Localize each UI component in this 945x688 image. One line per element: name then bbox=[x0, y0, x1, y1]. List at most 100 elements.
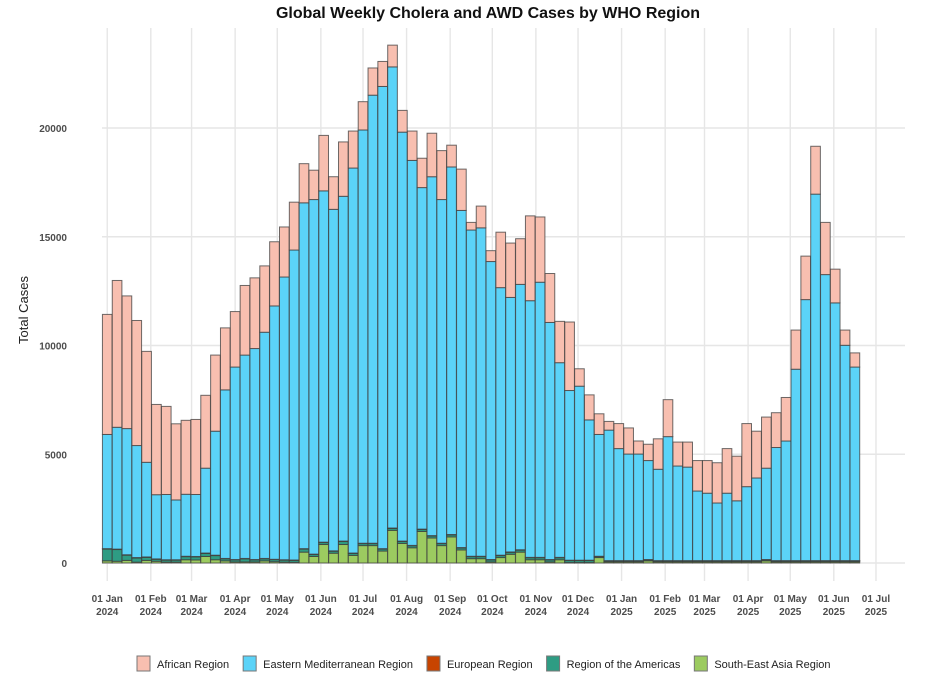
bar-segment-south-east-asia-region bbox=[367, 545, 379, 564]
week-bar bbox=[436, 150, 448, 564]
bar-segment-eastern-mediterranean-region bbox=[387, 66, 398, 529]
bar-segment-eastern-mediterranean-region bbox=[367, 94, 379, 544]
week-bar bbox=[515, 238, 526, 564]
week-bar bbox=[741, 423, 753, 564]
week-bar bbox=[633, 440, 644, 564]
bar-segment-eastern-mediterranean-region bbox=[377, 85, 389, 550]
bar-segment-south-east-asia-region bbox=[308, 555, 320, 564]
bar-segment-african-region bbox=[574, 368, 585, 387]
bar-segment-eastern-mediterranean-region bbox=[642, 460, 654, 561]
week-bar bbox=[780, 396, 792, 564]
bar-segment-south-east-asia-region bbox=[298, 551, 310, 564]
bar-segment-eastern-mediterranean-region bbox=[741, 486, 753, 562]
week-bar bbox=[288, 201, 300, 564]
x-tick-label: 01 Jan 2025 bbox=[606, 594, 637, 618]
week-bar bbox=[702, 460, 713, 564]
bar-segment-eastern-mediterranean-region bbox=[790, 368, 802, 562]
week-bar bbox=[367, 67, 379, 564]
x-tick-label: 01 Jul 2024 bbox=[349, 594, 378, 618]
week-bar bbox=[446, 144, 457, 564]
bar-segment-african-region bbox=[288, 201, 300, 251]
bar-segment-eastern-mediterranean-region bbox=[770, 447, 782, 562]
bar-segment-eastern-mediterranean-region bbox=[141, 461, 152, 558]
bar-segment-african-region bbox=[456, 168, 467, 211]
bar-segment-eastern-mediterranean-region bbox=[534, 281, 546, 558]
bar-segment-south-east-asia-region bbox=[475, 558, 487, 564]
bar-segment-african-region bbox=[623, 427, 634, 455]
bar-segment-eastern-mediterranean-region bbox=[672, 465, 684, 562]
x-tick-label: 01 Dec 2024 bbox=[562, 594, 595, 618]
week-bar bbox=[160, 405, 172, 564]
bar-segment-african-region bbox=[308, 169, 320, 201]
week-bar bbox=[770, 412, 782, 564]
bar-segment-african-region bbox=[219, 327, 231, 391]
bar-segment-african-region bbox=[485, 250, 497, 263]
bar-segment-african-region bbox=[751, 430, 762, 479]
bar-segment-eastern-mediterranean-region bbox=[711, 502, 723, 562]
bar-segment-eastern-mediterranean-region bbox=[347, 167, 359, 554]
bar-segment-eastern-mediterranean-region bbox=[702, 492, 713, 562]
bar-segment-african-region bbox=[534, 216, 546, 283]
bar-segment-south-east-asia-region bbox=[387, 529, 398, 564]
bar-segment-south-east-asia-region bbox=[593, 557, 605, 564]
x-tick-label: 01 Feb 2025 bbox=[649, 594, 681, 618]
legend-label: Region of the Americas bbox=[567, 659, 681, 671]
bar-segment-african-region bbox=[613, 423, 625, 450]
week-bar bbox=[574, 368, 585, 564]
bar-segment-african-region bbox=[180, 419, 192, 495]
bar-segment-african-region bbox=[229, 311, 241, 368]
bar-segment-south-east-asia-region bbox=[347, 554, 359, 564]
x-tick-label: 01 May 2025 bbox=[774, 594, 808, 618]
week-bar bbox=[357, 101, 369, 564]
bar-segment-african-region bbox=[101, 313, 113, 435]
bar-segment-eastern-mediterranean-region bbox=[721, 492, 733, 562]
week-bar bbox=[810, 145, 821, 564]
bar-segment-african-region bbox=[426, 132, 438, 178]
bar-segment-african-region bbox=[357, 101, 369, 131]
bar-segment-eastern-mediterranean-region bbox=[564, 390, 575, 561]
bar-segment-african-region bbox=[377, 60, 389, 87]
week-bar bbox=[229, 311, 241, 564]
bar-segment-eastern-mediterranean-region bbox=[249, 348, 261, 561]
week-bar bbox=[308, 169, 320, 564]
bar-segment-eastern-mediterranean-region bbox=[200, 467, 211, 554]
bar-segment-eastern-mediterranean-region bbox=[456, 209, 467, 549]
bar-segment-african-region bbox=[662, 399, 674, 438]
bar-segment-african-region bbox=[160, 405, 172, 495]
bar-segment-african-region bbox=[475, 205, 487, 229]
week-bar bbox=[259, 265, 270, 564]
bar-segment-south-east-asia-region bbox=[495, 557, 507, 564]
week-bar bbox=[800, 255, 812, 564]
bar-segment-african-region bbox=[603, 420, 615, 431]
week-bar bbox=[790, 329, 802, 564]
bar-segment-african-region bbox=[780, 396, 792, 442]
bar-segment-region-of-the-americas bbox=[121, 554, 133, 561]
bar-segment-eastern-mediterranean-region bbox=[829, 302, 841, 562]
week-bar bbox=[652, 438, 664, 564]
bar-segment-south-east-asia-region bbox=[318, 544, 329, 564]
bar-segment-south-east-asia-region bbox=[436, 545, 448, 564]
bar-segment-eastern-mediterranean-region bbox=[259, 331, 270, 559]
legend-item: European Region bbox=[426, 655, 533, 672]
bar-segment-african-region bbox=[672, 441, 684, 467]
bar-segment-eastern-mediterranean-region bbox=[613, 448, 625, 562]
legend-label: South-East Asia Region bbox=[714, 659, 830, 671]
bar-segment-eastern-mediterranean-region bbox=[338, 195, 349, 542]
bar-segment-south-east-asia-region bbox=[515, 551, 526, 564]
x-tick-label: 01 May 2024 bbox=[261, 594, 295, 618]
legend-swatch bbox=[426, 655, 441, 672]
legend: African Region Eastern Mediterranean Regi… bbox=[136, 655, 831, 672]
bar-segment-eastern-mediterranean-region bbox=[465, 229, 477, 557]
bar-segment-african-region bbox=[249, 277, 261, 350]
week-bar bbox=[456, 168, 467, 564]
x-tick-label: 01 Oct 2024 bbox=[477, 594, 508, 618]
bar-segment-african-region bbox=[259, 265, 270, 333]
x-tick-label: 01 Mar 2025 bbox=[689, 594, 721, 618]
legend-swatch bbox=[242, 655, 257, 672]
week-bar bbox=[170, 423, 182, 564]
x-tick-label: 01 Mar 2024 bbox=[176, 594, 208, 618]
bar-segment-eastern-mediterranean-region bbox=[151, 494, 162, 560]
bar-segment-eastern-mediterranean-region bbox=[662, 436, 674, 562]
week-bar bbox=[475, 205, 487, 564]
bar-segment-african-region bbox=[554, 320, 566, 364]
